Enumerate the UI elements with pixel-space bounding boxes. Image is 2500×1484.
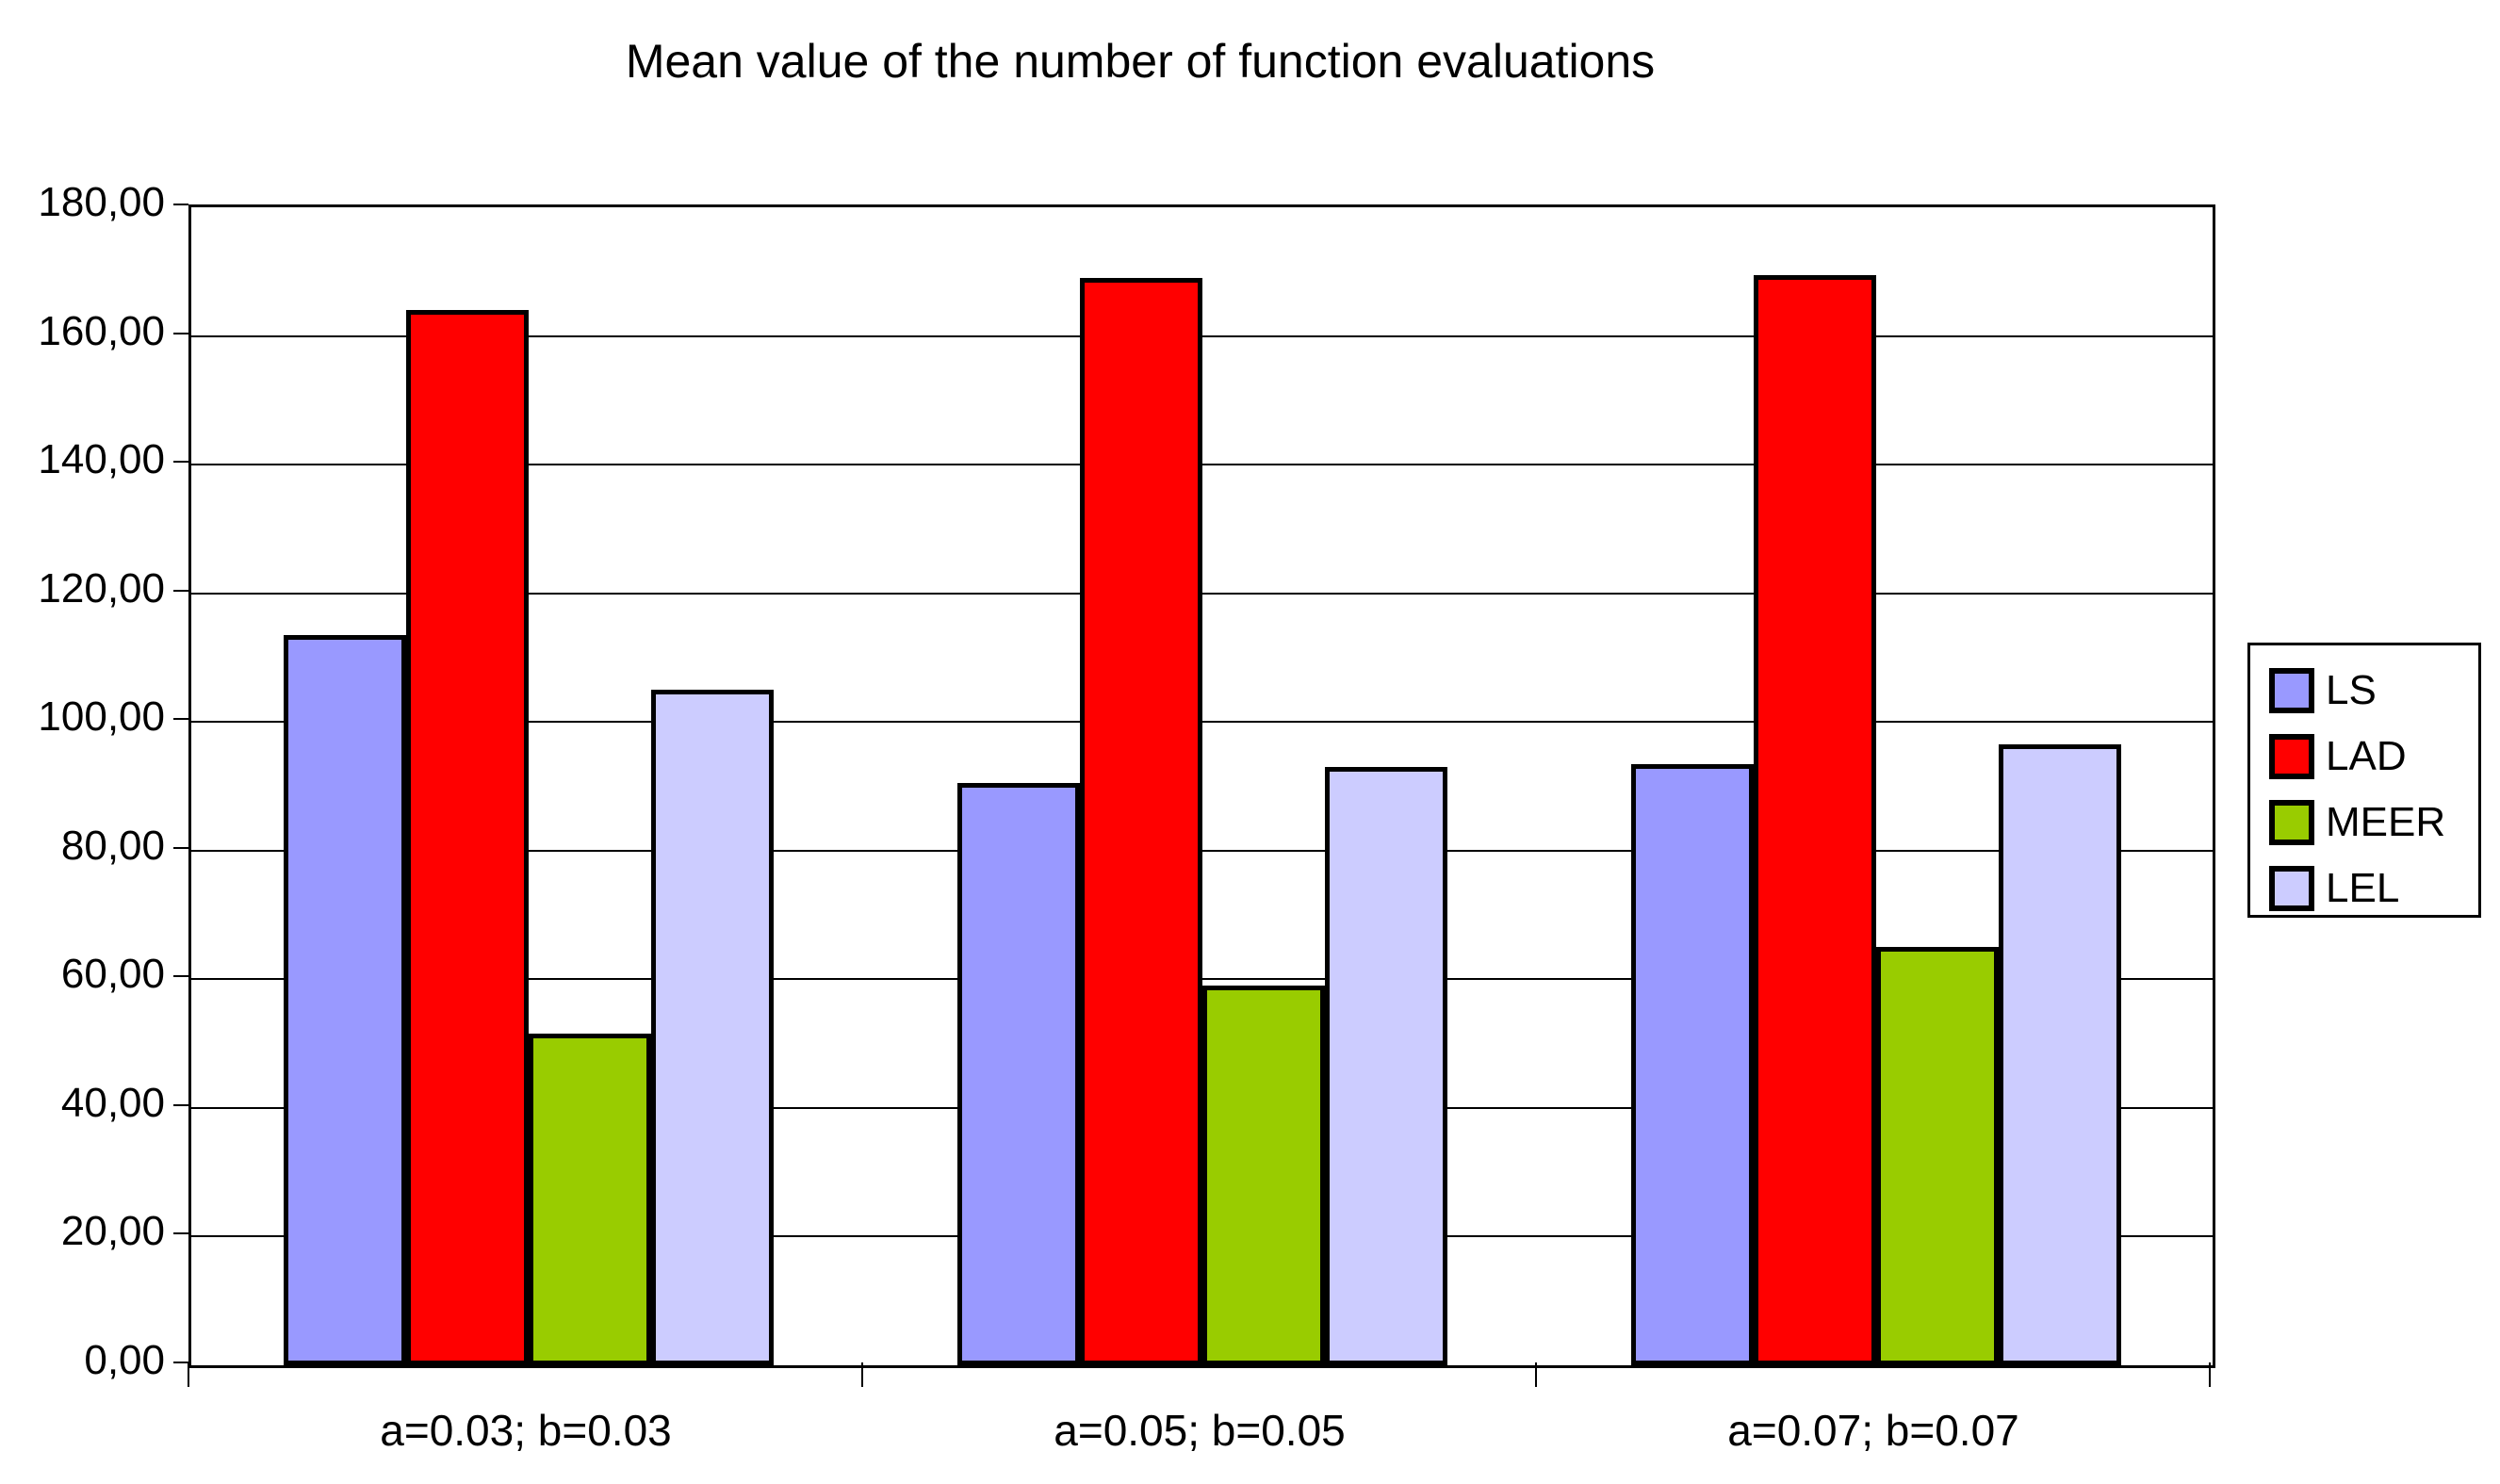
y-axis-tick-160,00 xyxy=(173,333,188,334)
x-axis-tick-2 xyxy=(1535,1362,1537,1387)
legend-item-LAD: LAD xyxy=(2269,734,2407,779)
bar-LAD-1 xyxy=(1080,278,1202,1365)
legend-swatch-LS xyxy=(2269,668,2314,713)
bar-LEL-0 xyxy=(651,690,774,1365)
bar-LEL-2 xyxy=(1999,744,2121,1365)
x-axis-tick-3 xyxy=(2209,1362,2211,1387)
y-axis-tick-20,00 xyxy=(173,1232,188,1234)
bar-MEER-2 xyxy=(1876,947,1999,1365)
y-axis-tick-100,00 xyxy=(173,718,188,720)
legend-swatch-MEER xyxy=(2269,800,2314,845)
y-axis-tick-0,00 xyxy=(173,1362,188,1363)
bar-LS-2 xyxy=(1631,764,1754,1365)
x-axis-tick-0 xyxy=(188,1362,189,1387)
bar-MEER-1 xyxy=(1202,986,1325,1365)
y-axis-tick-60,00 xyxy=(173,975,188,977)
legend-swatch-LAD xyxy=(2269,734,2314,779)
legend-label-LEL: LEL xyxy=(2326,865,2400,911)
bar-LS-0 xyxy=(284,635,406,1365)
legend-swatch-LEL xyxy=(2269,866,2314,911)
x-axis-label-0: a=0.03; b=0.03 xyxy=(380,1406,672,1455)
y-axis-tick-120,00 xyxy=(173,590,188,592)
legend-item-LS: LS xyxy=(2269,668,2377,713)
bar-LAD-2 xyxy=(1754,275,1876,1365)
x-axis-tick-1 xyxy=(861,1362,863,1387)
legend-item-MEER: MEER xyxy=(2269,800,2445,845)
x-axis-label-2: a=0.07; b=0.07 xyxy=(1727,1406,2019,1455)
bar-LEL-1 xyxy=(1325,767,1447,1365)
y-axis-tick-80,00 xyxy=(173,847,188,849)
legend-item-LEL: LEL xyxy=(2269,866,2399,911)
bar-LAD-0 xyxy=(406,310,529,1365)
x-axis-label-1: a=0.05; b=0.05 xyxy=(1054,1406,1346,1455)
chart-title: Mean value of the number of function eva… xyxy=(625,35,1656,88)
y-axis-tick-40,00 xyxy=(173,1104,188,1106)
legend-box: LS LAD MEER LEL xyxy=(2247,643,2481,918)
legend-label-LS: LS xyxy=(2326,667,2377,713)
legend-label-MEER: MEER xyxy=(2326,799,2446,845)
bar-LS-1 xyxy=(957,783,1080,1365)
y-axis-tick-180,00 xyxy=(173,204,188,205)
y-axis-tick-140,00 xyxy=(173,461,188,463)
plot-area xyxy=(188,204,2215,1368)
legend-label-LAD: LAD xyxy=(2326,733,2407,779)
bar-MEER-0 xyxy=(529,1034,651,1365)
